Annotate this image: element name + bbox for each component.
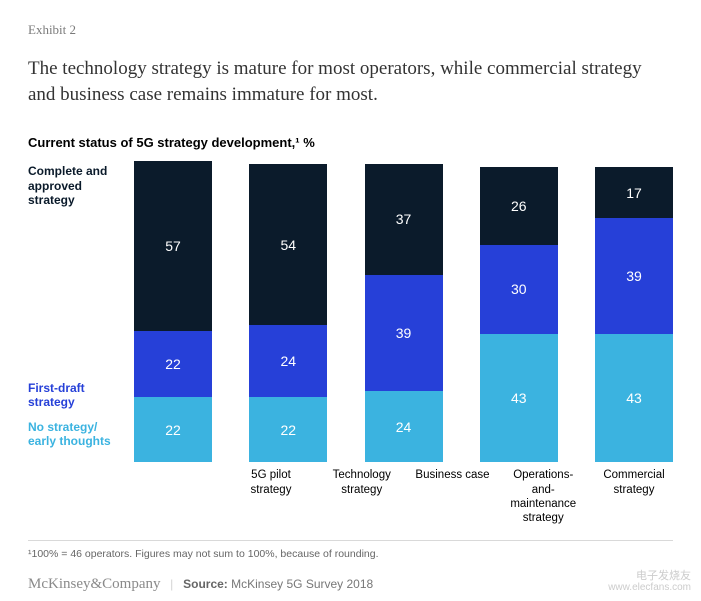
segment-none: 22 (134, 397, 212, 463)
segment-draft: 24 (249, 325, 327, 397)
segment-draft: 39 (365, 275, 443, 391)
x-label-4: Commercial strategy (595, 468, 673, 526)
legend-column: Complete and approved strategy First-dra… (28, 164, 126, 462)
segment-none: 22 (249, 397, 327, 463)
bar-stack-2: 373924 (365, 164, 443, 462)
segment-complete: 17 (595, 167, 673, 218)
footer: McKinsey&Company | Source: McKinsey 5G S… (28, 576, 673, 593)
exhibit-label: Exhibit 2 (28, 22, 673, 38)
chart-title: The technology strategy is mature for mo… (28, 56, 673, 107)
segment-none: 24 (365, 391, 443, 463)
segment-draft: 30 (480, 245, 558, 334)
segment-complete: 57 (134, 161, 212, 331)
bar-1: 542422 (249, 164, 327, 462)
bars-container: 572222542422373924263043173943 (126, 164, 673, 462)
bar-stack-0: 572222 (134, 161, 212, 462)
segment-complete: 37 (365, 164, 443, 274)
segment-complete: 54 (249, 164, 327, 325)
footer-divider: | (171, 576, 174, 592)
bar-stack-3: 263043 (480, 167, 558, 462)
legend-complete: Complete and approved strategy (28, 164, 126, 207)
segment-draft: 39 (595, 218, 673, 334)
bar-stack-4: 173943 (595, 167, 673, 462)
segment-none: 43 (595, 334, 673, 462)
bar-0: 572222 (134, 161, 212, 462)
source-text: Source: McKinsey 5G Survey 2018 (183, 577, 373, 591)
x-label-2: Business case (414, 468, 492, 526)
source-label: Source: (183, 577, 228, 591)
legend-no-strategy: No strategy/ early thoughts (28, 420, 126, 463)
segment-draft: 22 (134, 331, 212, 397)
brand-logo: McKinsey&Company (28, 576, 161, 593)
x-label-0: 5G pilot strategy (232, 468, 310, 526)
x-axis-labels: 5G pilot strategyTechnology strategyBusi… (232, 468, 673, 526)
x-label-1: Technology strategy (323, 468, 401, 526)
legend-first-draft: First-draft strategy (28, 381, 126, 410)
bar-3: 263043 (480, 167, 558, 462)
segment-complete: 26 (480, 167, 558, 244)
x-label-3: Operations-and-maintenance strategy (504, 468, 582, 526)
x-axis-row: 5G pilot strategyTechnology strategyBusi… (28, 468, 673, 526)
chart-area: Complete and approved strategy First-dra… (28, 164, 673, 462)
bar-4: 173943 (595, 167, 673, 462)
footnote: ¹100% = 46 operators. Figures may not su… (28, 540, 673, 560)
segment-none: 43 (480, 334, 558, 462)
chart-subtitle: Current status of 5G strategy developmen… (28, 135, 673, 150)
bar-2: 373924 (365, 164, 443, 462)
bar-stack-1: 542422 (249, 164, 327, 462)
source-value: McKinsey 5G Survey 2018 (231, 577, 373, 591)
x-axis-spacer (134, 468, 232, 526)
